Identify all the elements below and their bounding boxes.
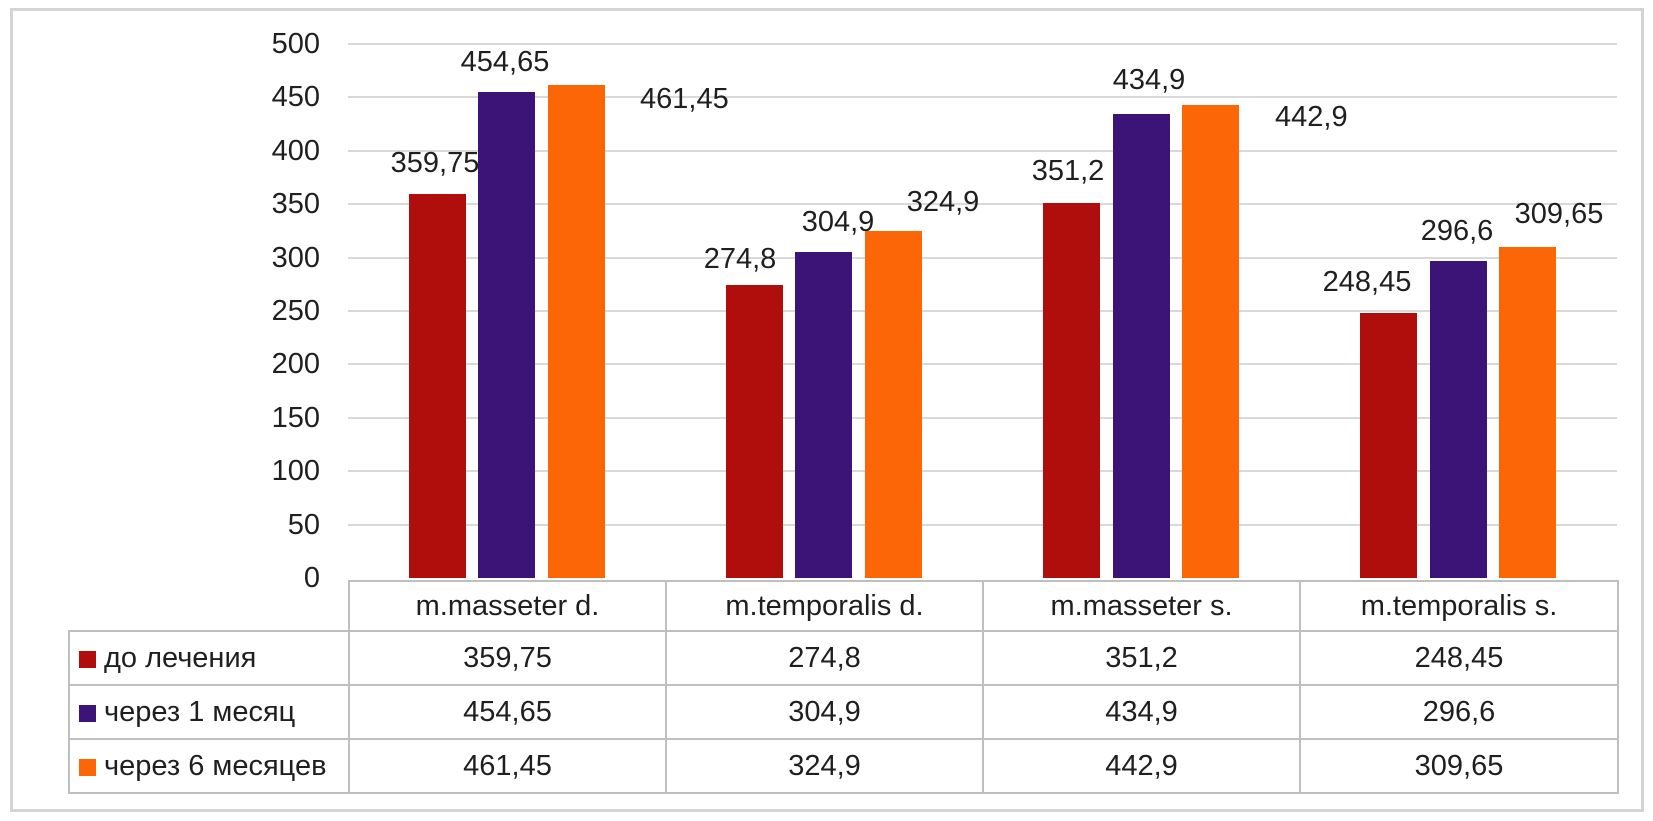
data-table: m.masseter d. m.temporalis d. m.masseter… — [68, 580, 1619, 794]
y-tick-label: 200 — [271, 348, 320, 381]
bar — [795, 252, 853, 578]
legend-swatch-series3 — [79, 758, 96, 776]
table-header-row: m.masseter d. m.temporalis d. m.masseter… — [69, 580, 1619, 632]
y-tick-label: 400 — [271, 134, 320, 167]
y-tick-label: 300 — [271, 241, 320, 274]
bar — [1112, 113, 1170, 578]
table-value: 248,45 — [1299, 630, 1619, 686]
bar-value-label: 274,8 — [703, 243, 777, 275]
legend-label: через 1 месяц — [104, 695, 296, 728]
legend-cell: через 6 месяцев — [68, 738, 350, 794]
bar-value-label: 248,45 — [1322, 266, 1412, 298]
bar-value-label: 461,45 — [640, 83, 729, 115]
legend-label: до лечения — [104, 641, 257, 674]
bar-value-label: 454,65 — [460, 46, 550, 78]
legend-cell: через 1 месяц — [68, 684, 350, 740]
gridline — [348, 363, 1617, 366]
y-tick-label: 350 — [271, 188, 320, 221]
table-value: 304,9 — [665, 684, 984, 740]
gridline — [348, 149, 1617, 152]
table-value: 324,9 — [665, 738, 984, 794]
bar-value-label: 296,6 — [1420, 215, 1494, 247]
gridline — [348, 43, 1617, 45]
gridline — [348, 416, 1617, 419]
table-row: через 6 месяцев 461,45 324,9 442,9 309,6… — [68, 738, 1619, 794]
table-value: 359,75 — [348, 630, 667, 686]
table-value: 274,8 — [665, 630, 984, 686]
bar — [864, 231, 922, 578]
bar — [1043, 202, 1101, 578]
category-header: m.masseter d. — [348, 580, 667, 632]
gridline — [348, 310, 1617, 312]
y-tick-label: 500 — [271, 28, 320, 60]
table-row: до лечения 359,75 274,8 351,2 248,45 — [68, 630, 1619, 686]
gridline — [348, 470, 1617, 473]
bar — [1360, 312, 1418, 578]
bar-value-label: 434,9 — [1112, 64, 1186, 96]
table-value: 351,2 — [982, 630, 1301, 686]
y-tick-label: 100 — [271, 455, 320, 488]
y-tick-label: 0 — [303, 562, 320, 594]
gridline — [348, 96, 1617, 99]
table-value: 442,9 — [982, 738, 1301, 794]
y-tick-label: 50 — [287, 508, 320, 541]
y-tick-label: 450 — [271, 81, 320, 114]
bar — [1499, 247, 1557, 578]
y-tick-label: 150 — [271, 401, 320, 434]
category-header: m.temporalis d. — [665, 580, 984, 632]
table-row: через 1 месяц 454,65 304,9 434,9 296,6 — [68, 684, 1619, 740]
gridline — [348, 256, 1617, 259]
table-corner-cell — [69, 581, 349, 631]
gridline — [348, 203, 1617, 206]
bar — [478, 92, 536, 578]
bar — [1429, 261, 1487, 578]
bar-value-label: 442,9 — [1275, 101, 1348, 133]
table-value: 434,9 — [982, 684, 1301, 740]
table-value: 309,65 — [1299, 738, 1619, 794]
bar-value-label: 324,9 — [906, 186, 980, 218]
bar-value-label: 351,2 — [1031, 155, 1105, 187]
legend-label: через 6 месяцев — [104, 749, 327, 782]
category-header: m.temporalis s. — [1299, 580, 1619, 632]
legend-swatch-series2 — [79, 704, 96, 722]
table-value: 454,65 — [348, 684, 667, 740]
gridline — [348, 523, 1617, 526]
table-value: 296,6 — [1299, 684, 1619, 740]
bar-value-label: 359,75 — [390, 147, 480, 179]
legend-cell: до лечения — [68, 630, 350, 686]
category-header: m.masseter s. — [982, 580, 1301, 632]
bar-value-label: 304,9 — [801, 206, 875, 238]
bar — [725, 284, 783, 578]
legend-swatch-series1 — [79, 650, 96, 668]
bar — [547, 85, 605, 578]
bar — [408, 193, 466, 578]
bar — [1182, 104, 1240, 578]
y-tick-label: 250 — [271, 295, 320, 327]
bar-value-label: 309,65 — [1514, 198, 1604, 230]
table-value: 461,45 — [348, 738, 667, 794]
